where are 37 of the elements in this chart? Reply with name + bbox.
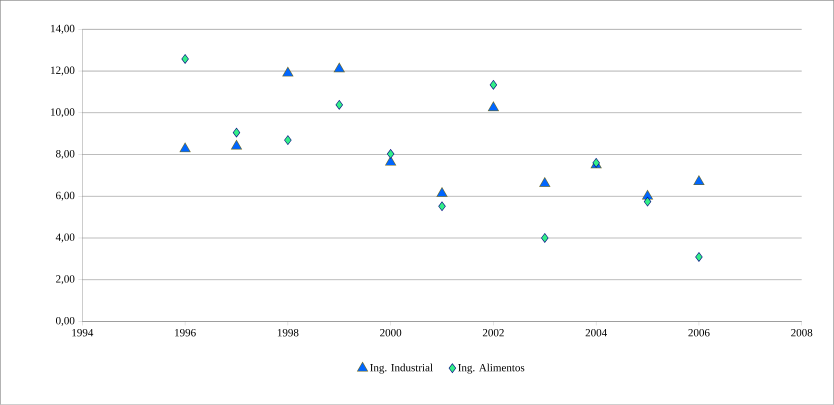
y-tick-label: 12,00 [51,66,74,76]
point [436,187,448,197]
point [539,177,550,187]
x-tick-label: 1994 [72,329,94,336]
y-tick-label: 10,00 [51,108,74,118]
point [488,102,499,112]
x-tick-label: 2004 [586,329,608,337]
point [541,233,548,243]
legend-label: Ing. Alimentos [458,364,524,374]
point [385,156,396,166]
y-tick-label: 14,00 [51,24,74,34]
point [386,149,394,159]
point [334,62,345,72]
point [693,175,704,186]
y-tick-label: 6,00 [56,192,74,201]
y-tick-label: 0,00 [56,317,74,326]
point [644,196,652,207]
point [438,202,446,212]
point [230,140,242,150]
y-tick-label: 2,00 [56,275,74,284]
point [490,80,498,90]
y-tick-label: 8,00 [56,150,74,160]
point [282,66,294,77]
point [180,142,191,152]
x-tick-label: 2006 [688,329,710,337]
point [284,135,292,146]
x-tick-label: 2002 [482,329,504,337]
legend-label: Ing. Industrial [370,364,433,374]
x-tick-label: 1996 [175,329,196,336]
point [336,100,343,110]
point [181,54,189,64]
point [232,128,240,138]
x-tick-label: 2008 [791,329,812,337]
y-tick-label: 4,00 [56,234,74,243]
x-tick-label: 1998 [278,329,298,337]
x-tick-label: 2000 [380,329,402,337]
point [695,252,703,262]
